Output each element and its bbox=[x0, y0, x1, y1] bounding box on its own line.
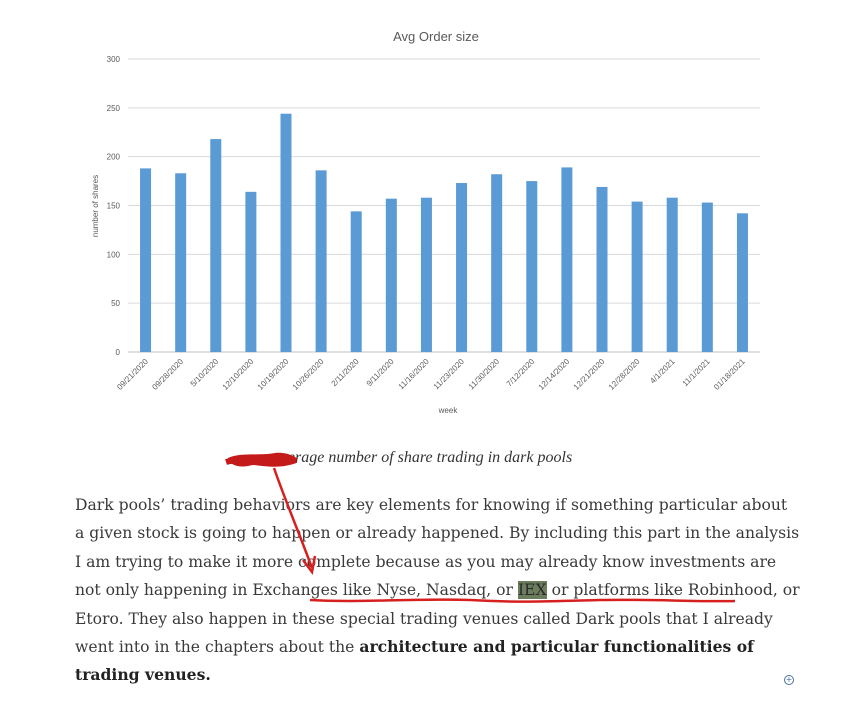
article-text-1: Dark pools’ trading behaviors are key el… bbox=[75, 496, 800, 600]
x-tick-label: 11/1/2021 bbox=[681, 357, 712, 388]
x-tick-label: 11/23/2020 bbox=[432, 357, 467, 392]
y-tick-label: 300 bbox=[107, 55, 121, 64]
x-tick-label: 12/10/2020 bbox=[221, 357, 256, 392]
bar bbox=[140, 168, 152, 352]
bar bbox=[245, 191, 257, 352]
bar bbox=[350, 211, 362, 352]
chart-bars bbox=[140, 113, 748, 353]
x-tick-label: 7/12/2020 bbox=[505, 357, 537, 389]
x-tick-label: 11/16/2020 bbox=[397, 357, 432, 392]
y-axis-ticks: 0 50 100 150 200 250 300 bbox=[107, 55, 121, 357]
x-tick-label: 4/1/2021 bbox=[648, 357, 677, 386]
x-tick-label: 11/30/2020 bbox=[467, 357, 502, 392]
y-axis-label: number of shares bbox=[91, 175, 100, 237]
bar bbox=[666, 197, 678, 352]
x-tick-label: 10/26/2020 bbox=[291, 357, 326, 392]
y-tick-label: 200 bbox=[107, 153, 121, 162]
bar bbox=[280, 113, 292, 353]
y-tick-label: 150 bbox=[107, 202, 121, 211]
bar bbox=[315, 170, 327, 352]
bar-chart: Avg Order size 0 50 100 150 200 250 300 09/21/… bbox=[91, 29, 760, 415]
highlighted-term: IEX bbox=[517, 581, 547, 600]
bar bbox=[701, 202, 713, 352]
bar bbox=[596, 186, 608, 352]
chart-title: Avg Order size bbox=[393, 29, 479, 44]
figure-caption: average number of share trading in dark … bbox=[272, 449, 573, 466]
y-tick-label: 50 bbox=[111, 299, 120, 308]
bar bbox=[491, 174, 503, 352]
x-axis-label: week bbox=[438, 406, 459, 415]
article-paragraph: Dark pools’ trading behaviors are key el… bbox=[75, 491, 800, 690]
bar bbox=[385, 198, 397, 352]
article-text-2: or platforms like Robinhood, or Etoro. T… bbox=[75, 581, 800, 657]
x-tick-label: 12/28/2020 bbox=[607, 357, 642, 392]
y-tick-label: 100 bbox=[107, 250, 121, 259]
bar bbox=[420, 197, 432, 352]
bar bbox=[736, 213, 748, 352]
x-axis-ticks: 09/21/2020 09/28/2020 5/10/2020 12/10/2020 1… bbox=[115, 357, 747, 392]
x-tick-label: 09/21/2020 bbox=[115, 357, 150, 392]
x-tick-label: 10/19/2020 bbox=[256, 357, 291, 392]
x-tick-label: 12/14/2020 bbox=[537, 357, 572, 392]
article-bold-link-text[interactable]: architecture and particular functionalit… bbox=[75, 637, 754, 685]
x-tick-label: 5/10/2020 bbox=[189, 357, 221, 389]
bar bbox=[210, 139, 222, 352]
x-tick-label: 2/11/2020 bbox=[330, 357, 361, 388]
y-tick-label: 0 bbox=[116, 348, 121, 357]
y-tick-label: 250 bbox=[107, 104, 121, 113]
bar bbox=[561, 167, 573, 352]
bar bbox=[456, 183, 468, 352]
x-tick-label: 09/28/2020 bbox=[150, 357, 185, 392]
bar bbox=[526, 181, 538, 352]
bar bbox=[631, 201, 643, 352]
x-tick-label: 01/18/2021 bbox=[712, 357, 747, 392]
x-tick-label: 9/11/2020 bbox=[365, 357, 396, 388]
x-tick-label: 12/21/2020 bbox=[572, 357, 607, 392]
bar bbox=[175, 173, 187, 352]
chart-grid bbox=[128, 58, 760, 353]
expand-plus-icon[interactable]: + bbox=[784, 675, 794, 685]
